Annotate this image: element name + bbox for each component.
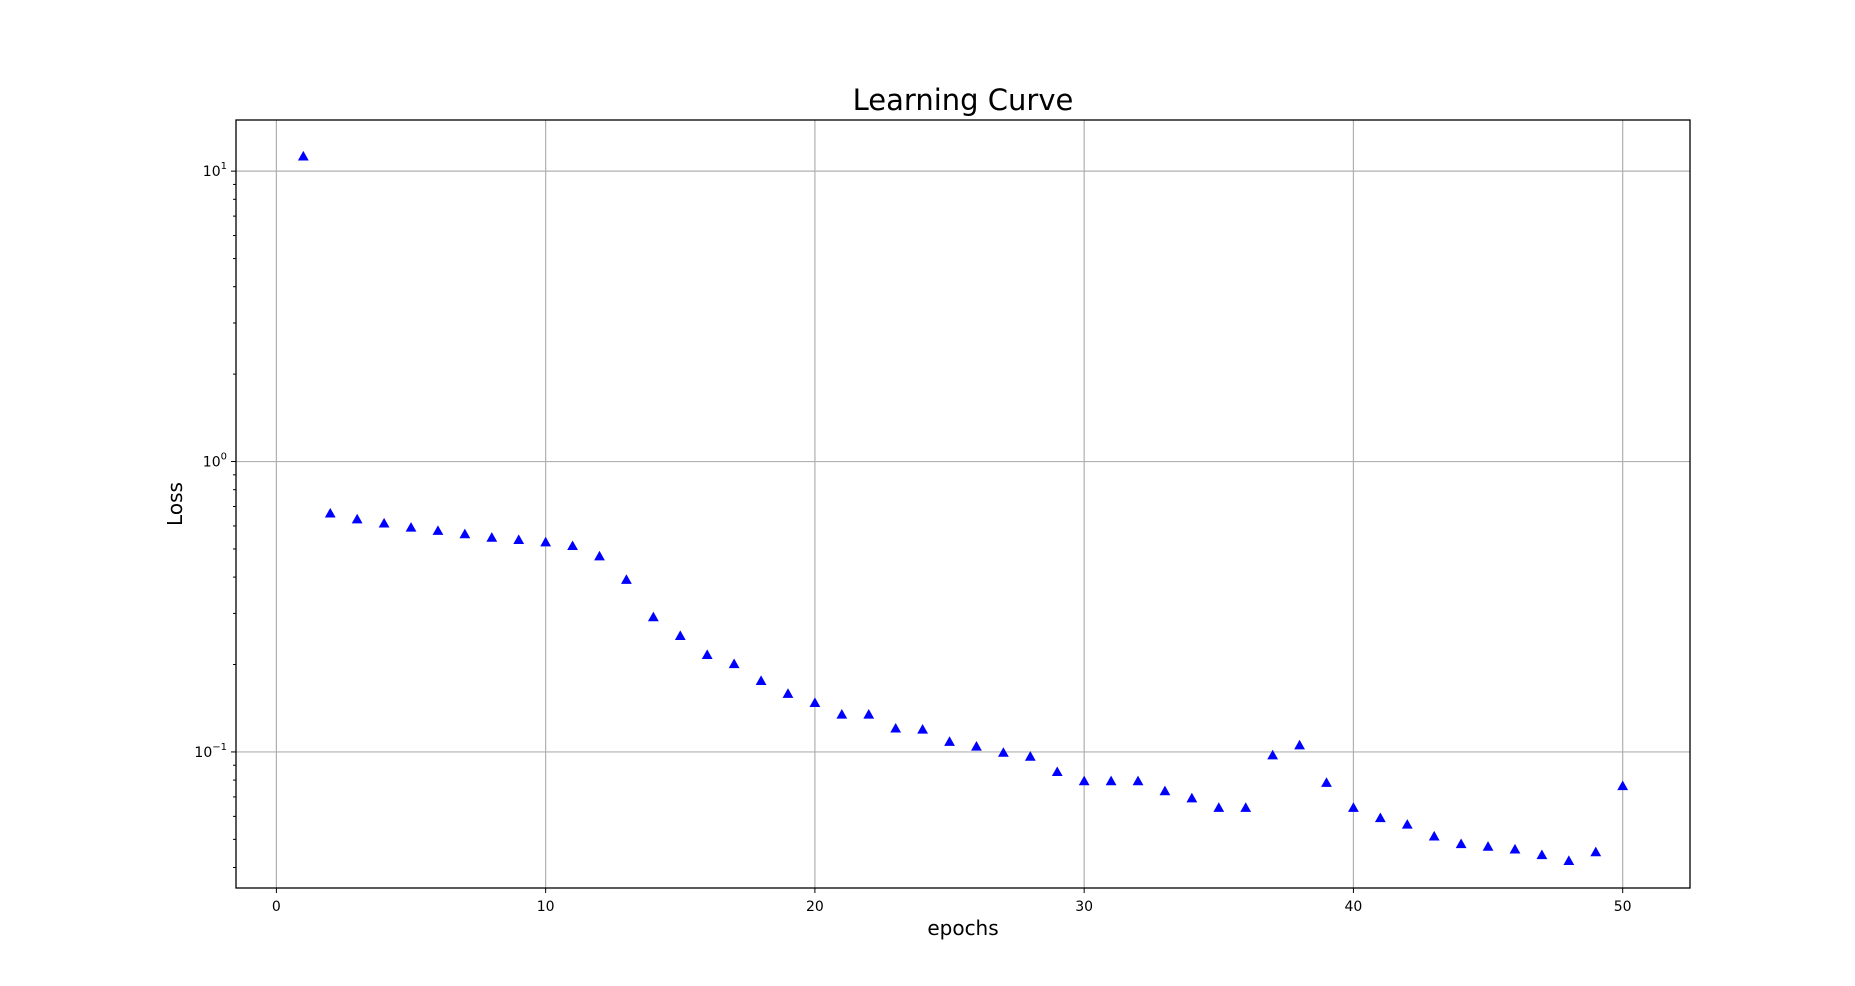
data-point-marker — [513, 534, 525, 545]
data-point-marker — [459, 528, 471, 539]
data-point-marker — [971, 740, 982, 751]
data-point-marker — [1321, 777, 1332, 787]
data-point-marker — [1078, 775, 1090, 786]
data-point-marker — [432, 525, 444, 535]
data-point-marker — [701, 649, 713, 659]
data-point-marker — [728, 658, 740, 669]
y-axis-label: Loss — [163, 482, 187, 526]
x-axis-label: epochs — [927, 916, 998, 940]
data-point-marker — [540, 536, 552, 547]
data-point-marker — [1159, 785, 1171, 796]
x-tick-label: 50 — [1614, 899, 1632, 915]
data-point-marker — [621, 574, 632, 584]
y-tick-label: 100 — [203, 452, 227, 471]
data-point-marker — [836, 709, 848, 719]
data-point-marker — [674, 630, 686, 640]
axis-ticks: 0 10 20 30 40 50 10−1 100 101 — [194, 161, 1631, 915]
data-point-marker — [890, 722, 902, 733]
data-point-marker — [486, 532, 498, 542]
data-point-marker — [351, 513, 363, 524]
x-tick-label: 30 — [1075, 899, 1093, 915]
x-tick-label: 10 — [537, 899, 555, 915]
data-point-marker — [1267, 749, 1279, 760]
data-point-marker — [755, 675, 767, 685]
x-tick-label: 40 — [1345, 899, 1363, 915]
data-point-marker — [324, 507, 336, 518]
data-point-marker — [1105, 775, 1117, 786]
x-tick-label: 20 — [806, 899, 824, 915]
data-point-marker — [378, 517, 390, 528]
data-point-marker — [297, 150, 309, 161]
data-point-marker — [1240, 802, 1252, 812]
data-point-marker — [594, 550, 605, 561]
data-point-marker — [567, 540, 578, 551]
y-tick-label: 10−1 — [194, 742, 227, 761]
grid-lines — [236, 120, 1690, 888]
data-point-marker — [917, 724, 929, 734]
data-point-marker — [647, 611, 659, 622]
chart-title: Learning Curve — [853, 83, 1074, 117]
x-tick-label: 0 — [272, 899, 281, 915]
data-point-marker — [1509, 843, 1521, 854]
data-point-marker — [1536, 849, 1548, 860]
data-point-marker — [1294, 739, 1305, 750]
data-point-marker — [1051, 766, 1063, 777]
data-point-marker — [1024, 751, 1036, 761]
data-point-marker — [782, 688, 794, 698]
data-point-marker — [809, 697, 821, 707]
data-point-marker — [1563, 855, 1575, 865]
data-point-marker — [1132, 775, 1144, 786]
data-point-marker — [1213, 802, 1225, 812]
data-point-marker — [997, 747, 1009, 757]
data-point-marker — [1482, 841, 1494, 851]
data-point-marker — [1186, 792, 1198, 803]
data-point-marker — [1348, 802, 1359, 812]
data-point-marker — [1455, 838, 1467, 849]
data-point-marker — [1428, 830, 1440, 841]
y-tick-label: 101 — [203, 161, 227, 180]
data-point-marker — [1374, 812, 1386, 823]
data-point-marker — [944, 736, 955, 746]
data-point-marker — [863, 709, 875, 719]
data-point-marker — [1617, 780, 1629, 791]
plot-area-frame — [235, 119, 1691, 889]
data-point-marker — [1590, 846, 1602, 857]
data-points — [297, 150, 1629, 865]
data-point-marker — [1401, 819, 1413, 829]
data-point-marker — [405, 522, 417, 532]
